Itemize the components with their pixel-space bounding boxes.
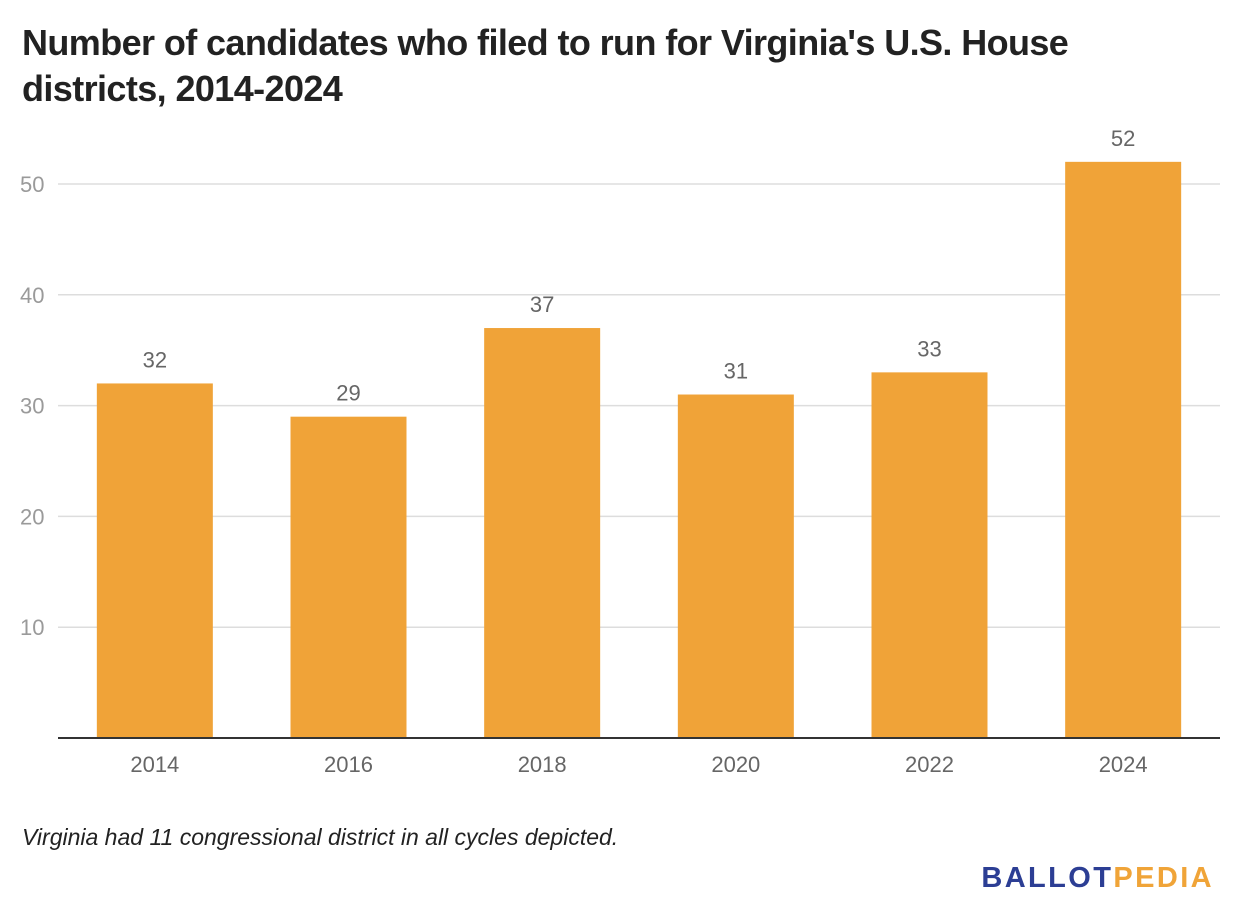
logo-text-ballot: BALLOT — [981, 862, 1114, 894]
logo-text-pedia: PEDIA — [1113, 862, 1214, 894]
data-label: 31 — [724, 359, 748, 384]
ballotpedia-logo: BALLOTPEDIA — [981, 862, 1214, 895]
data-label: 29 — [336, 381, 360, 406]
chart-title: Number of candidates who filed to run fo… — [22, 22, 1069, 109]
y-tick-label: 40 — [20, 283, 44, 308]
x-axis-tick-labels: 2014 2016 2018 2020 2022 2024 — [130, 752, 1147, 777]
y-tick-label: 50 — [20, 172, 44, 197]
bar-2018 — [484, 328, 601, 738]
bar-2016 — [290, 416, 407, 738]
x-tick-label: 2022 — [905, 752, 954, 777]
data-label: 32 — [143, 347, 167, 372]
x-tick-label: 2024 — [1099, 752, 1148, 777]
bar-2022 — [871, 372, 988, 738]
gridlines — [58, 183, 1220, 628]
data-label: 33 — [917, 336, 941, 361]
x-tick-label: 2014 — [130, 752, 179, 777]
data-labels: 32 29 37 31 33 52 — [143, 126, 1136, 406]
x-tick-label: 2016 — [324, 752, 373, 777]
data-label: 37 — [530, 292, 554, 317]
x-tick-label: 2020 — [711, 752, 760, 777]
y-tick-label: 30 — [20, 394, 44, 419]
footnote: Virginia had 11 congressional district i… — [22, 824, 619, 850]
y-axis-tick-labels: 10 20 30 40 50 — [20, 172, 44, 640]
y-tick-label: 20 — [20, 504, 44, 529]
bars — [96, 161, 1182, 739]
y-tick-label: 10 — [20, 615, 44, 640]
bar-2024 — [1065, 161, 1182, 739]
x-tick-label: 2018 — [518, 752, 567, 777]
bar-2014 — [96, 383, 213, 738]
data-label: 52 — [1111, 126, 1135, 151]
bar-2020 — [677, 394, 794, 738]
